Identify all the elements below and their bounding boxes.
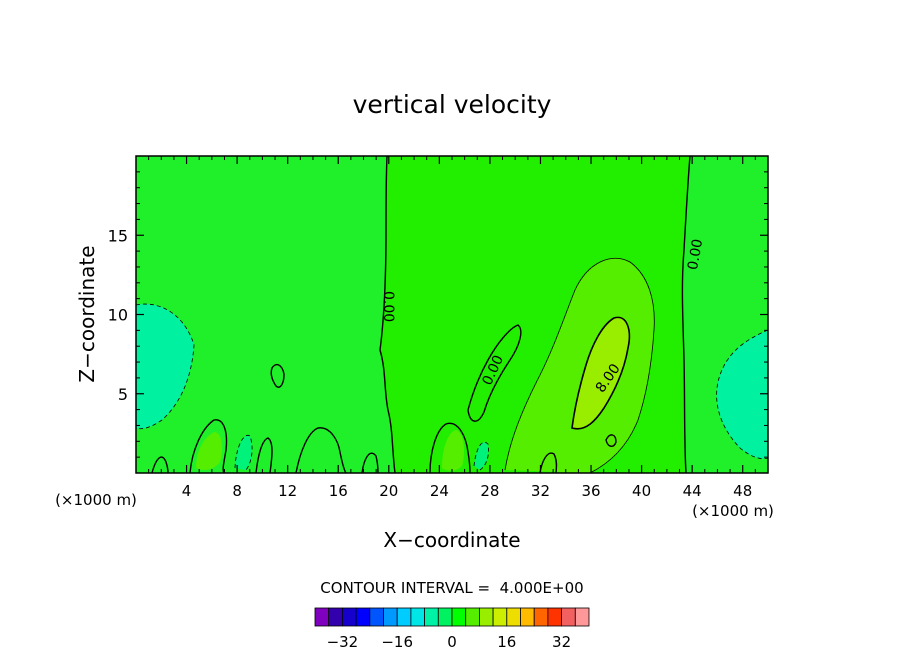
colorbar-swatch [410, 607, 425, 627]
colorbar-tick-label: 0 [447, 633, 457, 651]
x-tick-label: 48 [733, 482, 752, 500]
zero-contour-low-1 [151, 456, 169, 473]
chart-title: vertical velocity [353, 90, 552, 119]
zero-contour-low-6 [429, 422, 471, 473]
x-tick-label: 4 [182, 482, 192, 500]
contour-interval-text: CONTOUR INTERVAL = 4.000E+00 [320, 579, 583, 597]
zero-contour-28 [467, 324, 522, 422]
colorbar-swatch [520, 607, 535, 627]
x-tick-label: 32 [531, 482, 550, 500]
zero-contour-right [681, 156, 691, 473]
y-axis-label: Z−coordinate [75, 245, 99, 382]
x-axis: 4 8 12 16 20 24 28 32 36 40 44 48 [148, 156, 756, 500]
x-tick-label: 44 [683, 482, 702, 500]
colorbar-swatch [465, 607, 480, 627]
colorbar: −32 −16 0 16 32 [314, 607, 590, 651]
pos-patch-30 [512, 424, 530, 446]
pos-patch-left [196, 432, 222, 470]
x-axis-label: X−coordinate [383, 528, 520, 552]
colorbar-swatch [314, 607, 330, 627]
y-axis: 5 10 15 [108, 171, 768, 458]
y-tick-label: 10 [108, 306, 128, 325]
updraft-8-region [572, 317, 630, 429]
zero-contour-small-loop [270, 363, 285, 388]
colorbar-swatch [355, 607, 371, 627]
colorbar-swatch [478, 607, 494, 627]
y-tick-label: 15 [108, 226, 128, 245]
colorbar-swatch [369, 607, 384, 627]
pos-patch-mid [442, 430, 464, 471]
zero-contour-low-7 [539, 452, 558, 473]
colorbar-swatch [574, 607, 590, 627]
contour-lines [136, 156, 768, 473]
zero-contour-left [379, 156, 396, 473]
colorbar-tick-label: −16 [381, 633, 413, 651]
colorbar-swatch [492, 607, 508, 627]
downdraft-small-1 [235, 435, 253, 470]
zero-contour-low-2 [189, 419, 228, 473]
x-tick-label: 20 [379, 482, 398, 500]
updraft-4-region [505, 258, 655, 473]
zero-contour-low-4 [295, 427, 347, 473]
neg-contour-small [234, 434, 253, 471]
contour-fills [136, 156, 768, 473]
colorbar-swatch [424, 607, 439, 627]
downdraft-small-2 [474, 442, 489, 470]
zero-contour-low-5 [361, 452, 379, 473]
x-unit-right: (×1000 m) [692, 502, 774, 520]
colorbar-swatch [547, 607, 563, 627]
contour-4 [504, 257, 655, 473]
x-tick-label: 40 [632, 482, 651, 500]
zero-contour-small-loop-2 [605, 434, 617, 447]
colorbar-swatch [451, 607, 467, 627]
downdraft-right-region [716, 330, 768, 459]
colorbar-swatch [506, 607, 521, 627]
colorbar-swatch [396, 607, 412, 627]
colorbar-swatch [383, 607, 398, 627]
contour-label: 0.00 [685, 238, 706, 271]
neg-contour-right [716, 329, 768, 460]
y-tick-label: 5 [118, 385, 128, 404]
contour-8 [571, 316, 631, 430]
colorbar-tick-label: −32 [327, 633, 359, 651]
zero-contour-low-3 [255, 437, 273, 473]
x-tick-label: 16 [329, 482, 348, 500]
neg-contour-left [136, 303, 195, 430]
x-unit-left: (×1000 m) [55, 491, 137, 509]
x-tick-label: 12 [278, 482, 297, 500]
colorbar-swatch [437, 607, 453, 627]
x-tick-label: 36 [581, 482, 600, 500]
x-tick-label: 8 [232, 482, 242, 500]
colorbar-swatch [328, 607, 343, 627]
x-tick-label: 28 [480, 482, 499, 500]
colorbar-swatch [341, 607, 357, 627]
colorbar-tick-label: 32 [552, 633, 571, 651]
colorbar-swatch [561, 607, 576, 627]
colorbar-tick-label: 16 [497, 633, 516, 651]
contour-label: 0.00 [380, 291, 396, 322]
downdraft-left-region [136, 304, 194, 429]
colorbar-swatch [533, 607, 549, 627]
neg-contour-small-2 [473, 441, 489, 471]
x-tick-label: 24 [430, 482, 449, 500]
